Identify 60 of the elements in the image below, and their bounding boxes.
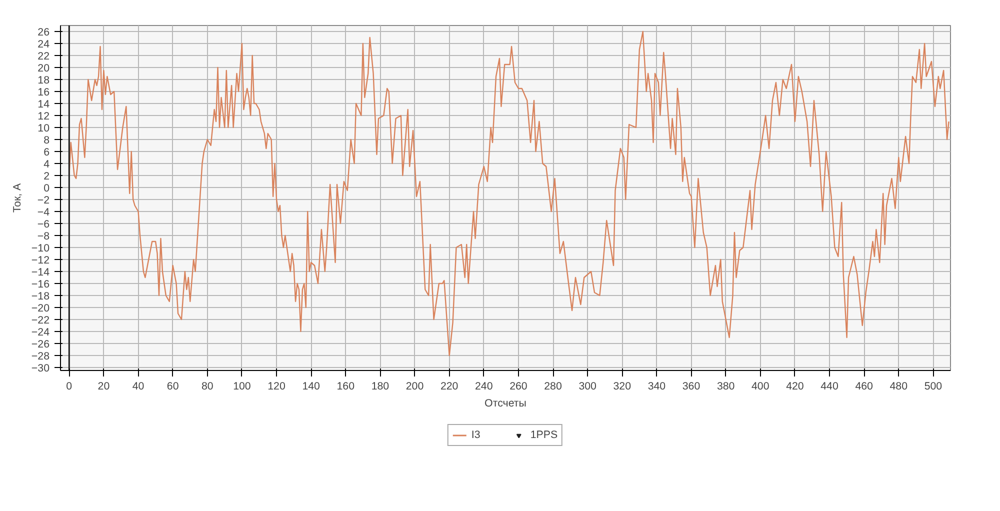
x-tick-label: 360 xyxy=(682,380,700,392)
y-tick-label: −4 xyxy=(37,206,50,218)
x-tick-label: 100 xyxy=(233,380,251,392)
x-tick-label: 420 xyxy=(786,380,804,392)
x-tick-label: 400 xyxy=(752,380,770,392)
y-tick-label: 22 xyxy=(38,50,50,62)
y-tick-label: −18 xyxy=(31,290,50,302)
x-tick-label: 340 xyxy=(648,380,666,392)
y-tick-label: 14 xyxy=(38,98,50,110)
y-tick-label: 16 xyxy=(38,86,50,98)
y-tick-label: 18 xyxy=(38,74,50,86)
y-tick-label: 24 xyxy=(38,38,50,50)
legend-label: 1PPS xyxy=(530,428,558,440)
x-tick-label: 480 xyxy=(890,380,908,392)
x-tick-label: 300 xyxy=(578,380,597,392)
y-tick-label: −8 xyxy=(37,230,50,242)
y-tick-label: −2 xyxy=(37,194,50,206)
y-tick-label: −28 xyxy=(31,350,50,362)
x-tick-label: 220 xyxy=(440,380,458,392)
x-tick-label: 440 xyxy=(820,380,838,392)
x-tick-label: 20 xyxy=(98,380,110,392)
x-tick-label: 80 xyxy=(201,380,214,392)
y-tick-label: −12 xyxy=(31,254,50,266)
y-tick-label: 0 xyxy=(44,182,50,194)
x-tick-label: 180 xyxy=(371,380,390,392)
x-tick-label: 60 xyxy=(166,380,179,392)
x-tick-label: 0 xyxy=(66,380,72,392)
y-tick-label: −26 xyxy=(31,338,50,350)
y-tick-label: −20 xyxy=(31,302,50,314)
y-axis-title: Ток, А xyxy=(11,182,24,213)
y-tick-label: −22 xyxy=(31,314,50,326)
x-tick-label: 260 xyxy=(510,380,528,392)
y-tick-label: −14 xyxy=(31,266,50,278)
y-tick-label: 10 xyxy=(38,122,50,134)
x-tick-label: 240 xyxy=(475,380,493,392)
x-tick-label: 140 xyxy=(302,380,320,392)
x-tick-label: 280 xyxy=(544,380,562,392)
y-tick-label: −24 xyxy=(31,326,50,338)
legend-label: I3 xyxy=(471,428,482,440)
x-tick-label: 40 xyxy=(132,380,144,392)
y-tick-label: 12 xyxy=(38,110,50,122)
x-tick-label: 120 xyxy=(268,380,286,392)
x-tick-label: 160 xyxy=(336,380,355,392)
x-tick-label: 380 xyxy=(716,380,735,392)
y-tick-label: −16 xyxy=(31,278,50,290)
y-tick-label: 6 xyxy=(44,146,50,158)
y-tick-label: −30 xyxy=(31,362,50,374)
y-tick-label: 8 xyxy=(44,134,50,146)
y-tick-label: 2 xyxy=(44,170,50,182)
y-tick-label: 20 xyxy=(38,62,50,74)
x-axis-title: Отсчеты xyxy=(484,398,526,410)
y-tick-label: 26 xyxy=(38,26,50,38)
y-tick-label: −10 xyxy=(31,242,50,254)
x-tick-label: 200 xyxy=(406,380,424,392)
x-tick-label: 500 xyxy=(924,380,942,392)
x-tick-label: 460 xyxy=(855,380,874,392)
line-series xyxy=(68,30,950,356)
y-tick-label: −6 xyxy=(37,218,50,230)
x-tick-label: 320 xyxy=(613,380,632,392)
y-tick-label: 4 xyxy=(44,158,50,170)
